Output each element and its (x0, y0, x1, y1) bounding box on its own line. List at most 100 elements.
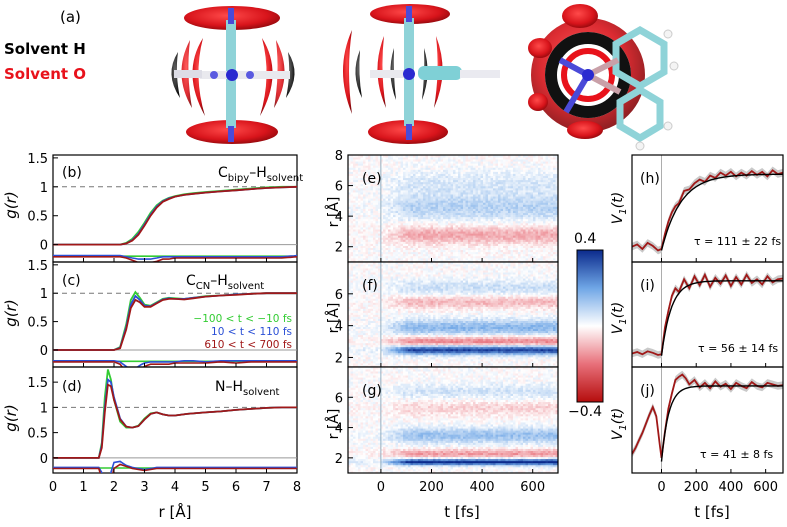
heatmap-cell-e (403, 200, 406, 203)
heatmap-cell-e (400, 183, 404, 187)
heatmap-cell-e (543, 175, 546, 179)
heatmap-cell-f (360, 274, 364, 277)
heatmap-cell-f (353, 314, 356, 317)
heatmap-cell-e (385, 165, 389, 168)
heatmap-cell-e (500, 163, 504, 166)
heatmap-cell-e (513, 245, 516, 248)
heatmap-cell-e (408, 161, 411, 164)
ylabel-c: g(r) (2, 299, 20, 326)
heatmap-cell-e (383, 247, 386, 251)
heatmap-cell-e (475, 179, 479, 183)
heatmap-cell-e (520, 245, 524, 248)
heatmap-cell-e (528, 259, 531, 263)
heatmap-cell-e (365, 208, 369, 211)
heatmap-cell-e (425, 243, 429, 246)
heatmap-cell-e (350, 229, 354, 232)
heatmap-cell-e (373, 206, 376, 209)
heatmap-cell-f (360, 268, 364, 271)
heatmap-cell-e (445, 227, 449, 230)
heatmap-cell-e (550, 253, 554, 257)
heatmap-cell-e (360, 233, 364, 236)
heatmap-cell-e (485, 163, 489, 166)
heatmap-cell-e (425, 179, 429, 183)
heatmap-cell-e (435, 198, 439, 201)
heatmap-cell-e (400, 163, 404, 166)
heatmap-cell-e (440, 218, 444, 222)
heatmap-cell-e (353, 235, 356, 238)
heatmap-cell-e (458, 251, 461, 255)
heatmap-cell-e (363, 165, 366, 168)
heatmap-cell-e (368, 239, 371, 242)
heatmap-cell-e (420, 155, 424, 158)
heatmap-cell-f (353, 276, 356, 279)
heatmap-cell-e (515, 233, 519, 236)
heatmap-cell-e (525, 208, 529, 211)
heatmap-cell-f (350, 360, 354, 364)
heatmap-cell-e (365, 185, 369, 189)
heatmap-cell-e (445, 208, 449, 211)
heatmap-cell-e (383, 231, 386, 234)
heatmap-cell-e (395, 249, 399, 253)
heatmap-cell-e (500, 167, 504, 170)
heatmap-cell-f (365, 330, 369, 334)
heatmap-cell-e (515, 181, 519, 185)
heatmap-cell-f (353, 330, 356, 334)
heatmap-cell-e (493, 185, 496, 189)
heatmap-cell-e (500, 196, 504, 199)
heatmap-cell-e (530, 251, 534, 255)
heatmap-cell-e (530, 173, 534, 176)
heatmap-cell-e (378, 245, 381, 248)
heatmap-cell-e (348, 255, 351, 259)
heatmap-cell-f (370, 316, 374, 319)
heatmap-cell-e (463, 200, 466, 203)
heatmap-cell-e (438, 247, 441, 251)
heatmap-cell-e (348, 159, 351, 162)
heatmap-cell-f (358, 282, 361, 285)
heatmap-cell-e (493, 155, 496, 158)
heatmap-cell-e (348, 243, 351, 246)
heatmap-cell-e (428, 159, 431, 162)
heatmap-cell-e (360, 212, 364, 216)
heatmap-cell-e (378, 179, 381, 183)
heatmap-cell-e (443, 247, 446, 251)
heatmap-cell-e (543, 192, 546, 195)
heatmap-cell-e (475, 177, 479, 181)
heatmap-cell-e (478, 208, 481, 211)
heatmap-cell-e (540, 161, 544, 164)
heatmap-cell-e (358, 192, 361, 195)
heatmap-cell-e (515, 194, 519, 197)
heatmap-cell-e (400, 192, 404, 195)
heatmap-cell-e (528, 210, 531, 214)
heatmap-cell-e (545, 220, 549, 224)
heatmap-cell-e (413, 183, 416, 187)
heatmap-cell-e (360, 169, 364, 172)
heatmap-cell-e (510, 196, 514, 199)
heatmap-cell-e (545, 163, 549, 166)
heatmap-cell-e (553, 233, 556, 236)
heatmap-cell-e (495, 189, 499, 193)
heatmap-cell-f (355, 266, 359, 269)
heatmap-cell-e (530, 175, 534, 179)
heatmap-cell-e (443, 218, 446, 222)
heatmap-cell-e (513, 194, 516, 197)
heatmap-cell-e (350, 231, 354, 234)
heatmap-cell-e (400, 237, 404, 240)
heatmap-cell-e (400, 220, 404, 224)
heatmap-cell-e (358, 253, 361, 257)
heatmap-cell-e (383, 155, 386, 158)
heatmap-cell-e (353, 177, 356, 181)
heatmap-cell-e (475, 239, 479, 242)
heatmap-cell-e (418, 231, 421, 234)
heatmap-cell-f (360, 356, 364, 360)
heatmap-cell-f (355, 280, 359, 283)
heatmap-cell-e (510, 173, 514, 176)
heatmap-cell-e (388, 243, 391, 246)
heatmap-cell-e (355, 200, 359, 203)
heatmap-cell-e (455, 224, 459, 228)
heatmap-cell-f (353, 274, 356, 277)
heatmap-cell-e (545, 157, 549, 160)
heatmap-cell-e (463, 183, 466, 187)
heatmap-cell-e (518, 189, 521, 193)
heatmap-cell-e (383, 181, 386, 185)
heatmap-cell-f (363, 286, 366, 289)
